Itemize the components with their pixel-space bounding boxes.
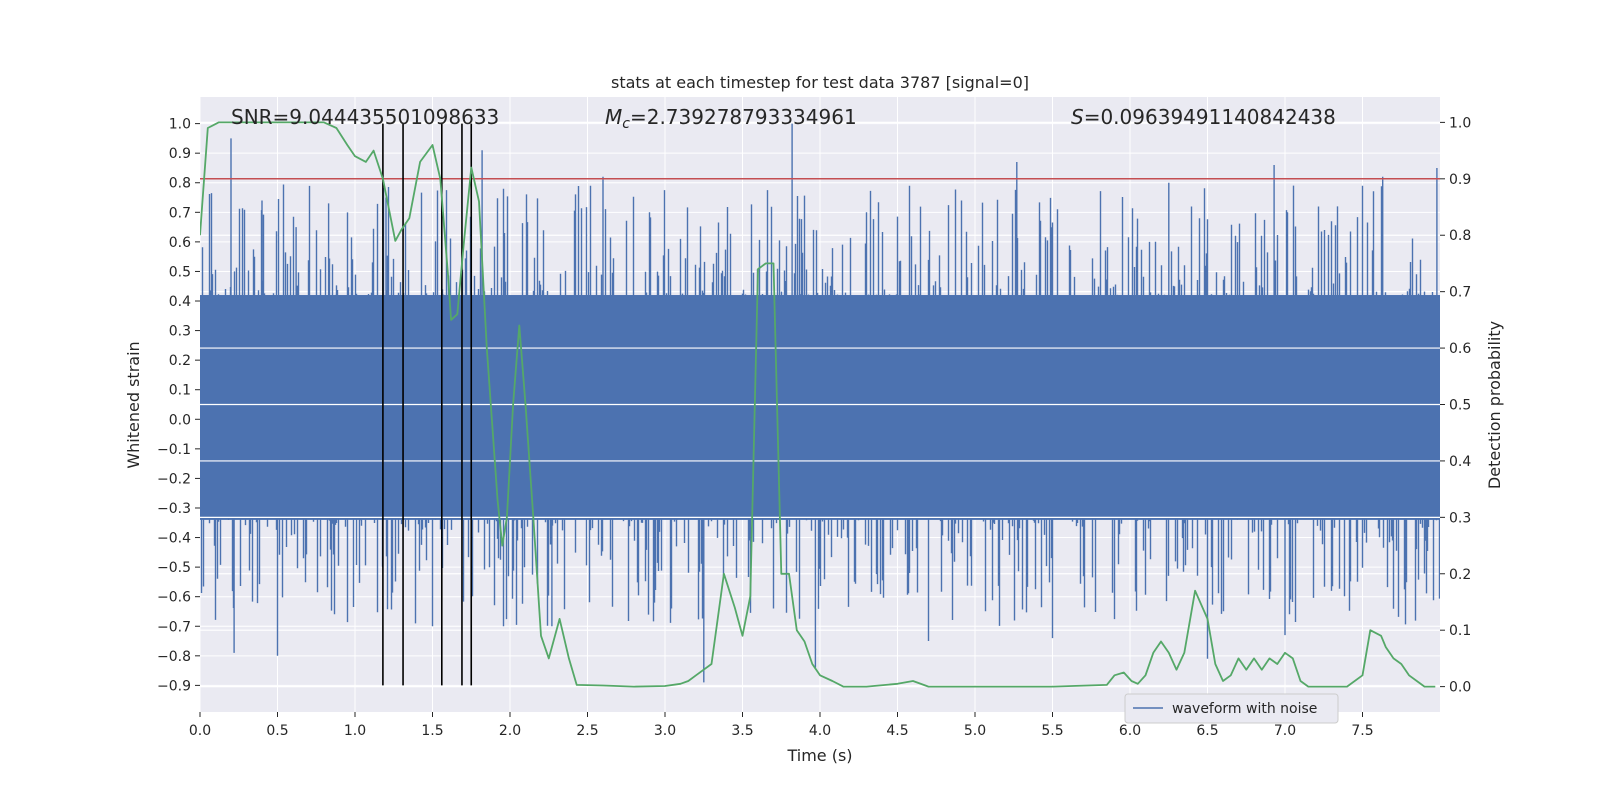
y-tick-label: 0.4: [169, 294, 191, 310]
y-tick-label: 0.0: [169, 412, 191, 428]
y-ticks: 1.0 0.9 0.8 0.7 0.6 0.5 0.4 0.3 0.2 0.1 0.0 −0.1 −0.…: [157, 117, 200, 694]
y-tick-label: −0.6: [157, 590, 191, 606]
y-tick-label: −0.7: [157, 619, 191, 635]
probability-line: [200, 121, 1436, 688]
y-tick-label: −0.4: [157, 531, 191, 547]
waveform-series: [200, 123, 1440, 683]
x-ticks: 0.0 0.5 1.0 1.5 2.0 2.5 3.0 3.5 4.0 4.5 5.0 5.5 6.0 6…: [189, 712, 1374, 739]
y-tick-label: 0.3: [169, 324, 191, 340]
chirp-mass-subscript: c: [622, 116, 630, 132]
x-tick-label: 5.0: [964, 723, 986, 739]
x-tick-label: 1.0: [344, 723, 366, 739]
y-axis-label: Whitened strain: [124, 341, 143, 468]
y-tick-label: 0.6: [169, 235, 191, 251]
y2-tick-label: 0.4: [1449, 454, 1471, 470]
y2-tick-label: 1.0: [1449, 115, 1471, 131]
x-tick-label: 7.0: [1274, 723, 1296, 739]
y-tick-label: −0.9: [157, 678, 191, 694]
y-tick-label: −0.1: [157, 442, 191, 458]
y2-tick-label: 0.1: [1449, 623, 1471, 639]
x-tick-label: 2.5: [576, 723, 598, 739]
x-tick-label: 1.5: [421, 723, 443, 739]
y2-tick-label: 0.8: [1449, 228, 1471, 244]
snr-annotation: SNR=9.044435501098633: [231, 105, 499, 129]
y-tick-label: −0.3: [157, 501, 191, 517]
chart-title: stats at each timestep for test data 378…: [611, 73, 1029, 92]
x-tick-label: 2.0: [499, 723, 521, 739]
legend-label-waveform: waveform with noise: [1172, 701, 1317, 717]
probability-series: [200, 121, 1436, 688]
s-symbol: S: [1071, 105, 1084, 129]
x-tick-label: 3.5: [731, 723, 753, 739]
y-tick-label: −0.2: [157, 471, 191, 487]
y2-tick-label: 0.3: [1449, 510, 1471, 526]
y2-tick-label: 0.9: [1449, 172, 1471, 188]
x-tick-label: 4.0: [809, 723, 831, 739]
x-tick-label: 4.5: [886, 723, 908, 739]
x-tick-label: 6.0: [1119, 723, 1141, 739]
y2-tick-label: 0.6: [1449, 341, 1471, 357]
y-tick-label: −0.5: [157, 560, 191, 576]
event-lines: [382, 123, 473, 686]
legend: waveform with noise: [1124, 693, 1339, 724]
s-value: =0.09639491140842438: [1084, 105, 1336, 129]
y2-tick-label: 0.5: [1449, 398, 1471, 414]
x-axis-label: Time (s): [786, 746, 852, 765]
y-tick-label: −0.8: [157, 649, 191, 665]
y2-axis-label: Detection probability: [1485, 321, 1504, 489]
chirp-mass-symbol: M: [605, 105, 622, 129]
y-tick-label: 1.0: [169, 117, 191, 133]
y2-tick-label: 0.7: [1449, 285, 1471, 301]
y2-tick-label: 0.0: [1449, 680, 1471, 696]
y-tick-label: 0.7: [169, 205, 191, 221]
x-tick-label: 3.0: [654, 723, 676, 739]
chirp-mass-value: =2.739278793334961: [630, 105, 857, 129]
y2-ticks: 1.0 0.9 0.8 0.7 0.6 0.5 0.4 0.3 0.2 0.1 0.0: [1440, 115, 1471, 696]
x-tick-label: 0.5: [266, 723, 288, 739]
y-tick-label: 0.1: [169, 383, 191, 399]
waveform-line: [200, 123, 1440, 683]
y-tick-label: 0.9: [169, 146, 191, 162]
x-tick-label: 5.5: [1041, 723, 1063, 739]
y2-tick-label: 0.2: [1449, 567, 1471, 583]
x-tick-label: 7.5: [1351, 723, 1373, 739]
y-tick-label: 0.2: [169, 353, 191, 369]
chirp-mass-annotation: Mc=2.739278793334961: [605, 105, 857, 132]
y-tick-label: 0.8: [169, 176, 191, 192]
y-tick-label: 0.5: [169, 264, 191, 280]
s-annotation: S=0.09639491140842438: [1071, 105, 1336, 129]
legend-box: [1124, 693, 1339, 724]
x-tick-label: 6.5: [1196, 723, 1218, 739]
x-tick-label: 0.0: [189, 723, 211, 739]
